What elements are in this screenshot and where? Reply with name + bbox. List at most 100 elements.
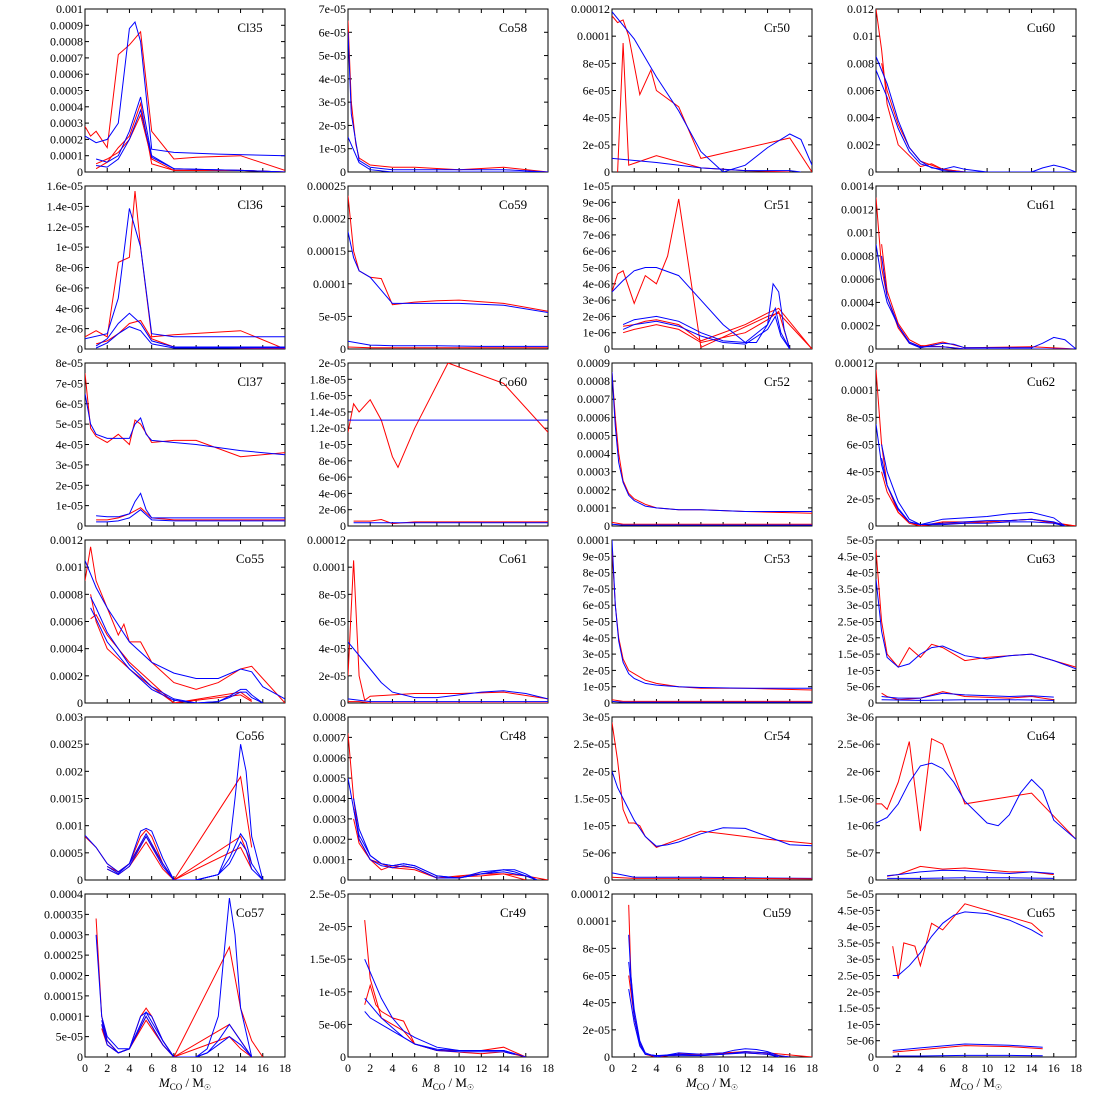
series-line-red	[622, 310, 791, 349]
y-tick-label: 3e-06	[847, 710, 874, 724]
x-tick-label: 18	[542, 1061, 554, 1075]
series-line-red	[348, 733, 548, 880]
y-tick-label: 0.00035	[44, 907, 83, 921]
series-line-blue	[881, 255, 1076, 349]
panel-cr51: 0 1e-06 2e-06 3e-06 4e-06 5e-06 6e-06 7e-06 8e-0…	[583, 179, 813, 356]
series-line-blue	[85, 208, 285, 340]
y-tick-label: 1e-05	[56, 499, 83, 513]
y-tick-label: 2.5e-05	[310, 887, 346, 901]
y-tick-label: 0	[340, 1050, 346, 1064]
x-axis-label: MCO / M☉	[158, 1075, 211, 1092]
y-tick-label: 0.004	[847, 111, 874, 125]
series-line-blue	[876, 56, 1076, 172]
y-tick-label: 3.5e-05	[838, 936, 874, 950]
panel-label: Co56	[236, 728, 265, 743]
series-line-blue	[95, 312, 285, 348]
y-tick-label: 0	[604, 696, 610, 710]
series-line-blue	[881, 699, 1054, 701]
y-tick-label: 6e-05	[583, 598, 610, 612]
y-tick-label: 6e-05	[319, 615, 346, 629]
panel-label: Co60	[499, 374, 527, 389]
y-tick-label: 0.0001	[577, 914, 610, 928]
y-tick-label: 0.0002	[841, 319, 874, 333]
y-tick-label: 2e-05	[583, 1023, 610, 1037]
x-tick-label: 10	[981, 1061, 993, 1075]
panel-cu60: 0 0.002 0.004 0.006 0.008 0.01 0.012 Cu60	[847, 2, 1077, 179]
y-tick-label: 0.0001	[577, 501, 610, 515]
panel-cr54: 0 5e-06 1e-05 1.5e-05 2e-05 2.5e-05 3e-05 Cr54	[574, 710, 813, 887]
y-tick-label: 1e-05	[319, 438, 346, 452]
y-tick-label: 0.00025	[307, 179, 346, 193]
y-tick-label: 0	[77, 519, 83, 533]
y-tick-label: 4e-06	[56, 301, 83, 315]
x-tick-label: 14	[498, 1061, 510, 1075]
x-tick-label: 6	[676, 1061, 682, 1075]
y-tick-label: 0	[868, 1050, 874, 1064]
panel-label: Co58	[499, 20, 527, 35]
x-tick-label: 16	[784, 1061, 796, 1075]
x-tick-label: 12	[212, 1061, 224, 1075]
series-line-blue	[612, 771, 812, 847]
y-tick-label: 0	[868, 696, 874, 710]
y-tick-label: 6e-05	[847, 438, 874, 452]
x-axis-label: MCO / M☉	[421, 1075, 474, 1092]
series-line-blue	[892, 1054, 1043, 1057]
y-tick-label: 9e-06	[583, 195, 610, 209]
series-line-red	[90, 613, 252, 703]
x-tick-label: 10	[717, 1061, 729, 1075]
series-line-blue	[876, 579, 1076, 670]
x-axis-label-unit: / M	[445, 1075, 467, 1090]
y-tick-label: 1.6e-05	[310, 389, 346, 403]
y-tick-label: 1e-05	[56, 240, 83, 254]
y-tick-label: 0.0001	[313, 560, 346, 574]
y-tick-label: 0.00012	[571, 887, 610, 901]
y-tick-label: 2e-05	[847, 492, 874, 506]
y-tick-label: 2e-05	[583, 764, 610, 778]
y-tick-label: 5e-06	[847, 680, 874, 694]
y-tick-label: 2e-05	[583, 663, 610, 677]
x-tick-label: 0	[609, 1061, 615, 1075]
y-tick-label: 9e-05	[583, 549, 610, 563]
x-tick-label: 6	[149, 1061, 155, 1075]
y-tick-label: 0.0001	[841, 383, 874, 397]
x-tick-label: 12	[739, 1061, 751, 1075]
x-tick-label: 0	[873, 1061, 879, 1075]
y-tick-label: 5e-05	[847, 533, 874, 547]
series-line-red	[881, 471, 1076, 526]
series-line-blue	[628, 989, 779, 1057]
y-tick-label: 0.0012	[50, 533, 83, 547]
y-tick-label: 6e-06	[319, 470, 346, 484]
y-tick-label: 0.0001	[577, 533, 610, 547]
x-tick-label: 12	[1003, 1061, 1015, 1075]
series-line-blue	[881, 692, 1054, 699]
y-tick-label: 0.00012	[307, 533, 346, 547]
series-line-blue	[364, 997, 515, 1055]
y-tick-label: 0.0006	[50, 615, 83, 629]
y-tick-label: 0.0002	[50, 969, 83, 983]
y-tick-label: 0.0002	[313, 832, 346, 846]
series-line-red	[876, 9, 1076, 172]
series-line-red	[628, 975, 790, 1057]
panel-label: Cr50	[764, 20, 790, 35]
y-tick-label: 0.0001	[50, 1009, 83, 1023]
y-tick-label: 5e-05	[56, 1030, 83, 1044]
y-tick-label: 8e-05	[56, 356, 83, 370]
y-tick-label: 0.0003	[313, 812, 346, 826]
panel-label: Cl37	[237, 374, 263, 389]
series-line-red	[85, 373, 285, 458]
series-line-red	[96, 507, 285, 521]
y-tick-label: 0.00012	[571, 2, 610, 16]
y-tick-label: 0.0007	[577, 392, 610, 406]
series-line-blue	[612, 157, 801, 172]
y-tick-label: 0	[868, 342, 874, 356]
y-tick-label: 0	[868, 873, 874, 887]
panel-co58: 0 1e-05 2e-05 3e-05 4e-05 5e-05 6e-05 7e-05 Co58	[319, 2, 549, 179]
y-tick-label: 0	[868, 165, 874, 179]
y-tick-label: 0.0004	[50, 642, 83, 656]
series-line-red	[364, 983, 526, 1057]
y-tick-label: 0.0002	[313, 212, 346, 226]
series-line-blue	[85, 560, 285, 700]
y-tick-label: 0	[604, 342, 610, 356]
y-tick-label: 8e-06	[56, 261, 83, 275]
x-tick-label: 8	[434, 1061, 440, 1075]
